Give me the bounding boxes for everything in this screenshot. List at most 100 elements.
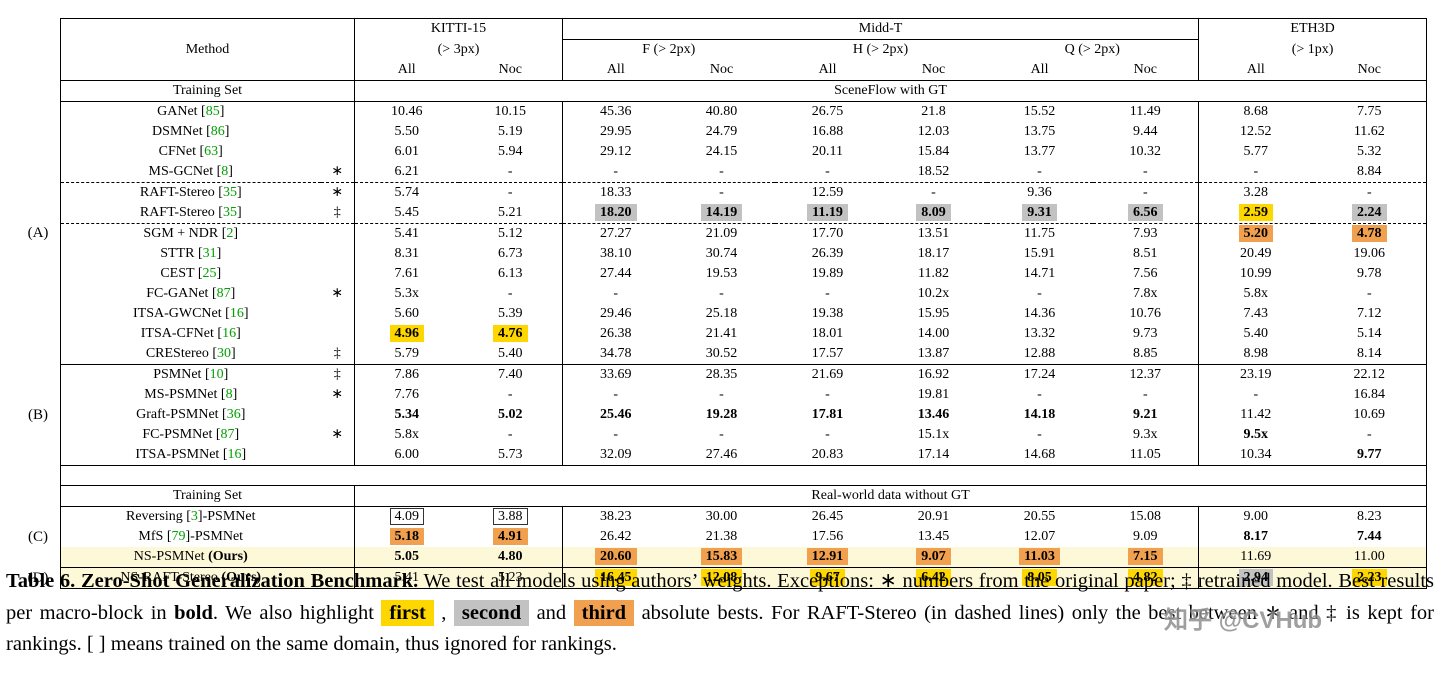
value-cell: 10.34	[1198, 445, 1313, 466]
value-cell: 14.68	[1023, 447, 1056, 462]
bold-value: 9.77	[1357, 447, 1382, 462]
value-cell: 9.3x	[1133, 427, 1158, 442]
group-label: (C)	[28, 529, 48, 545]
value-cell: 2.24	[1312, 203, 1427, 224]
citation: 25	[202, 266, 217, 281]
value-cell: 10.69	[1353, 407, 1386, 422]
method-cell: Reversing [3]-PSMNet	[125, 509, 256, 524]
value-cell: 9.36	[986, 182, 1093, 203]
value-cell: 5.05	[354, 547, 459, 568]
citation: 87	[216, 286, 231, 301]
value-cell: 14.19	[668, 203, 775, 224]
value-cell: 5.40	[1198, 324, 1313, 344]
highlight-chip: 2.23	[1352, 569, 1387, 586]
value-cell: 18.52	[917, 164, 950, 179]
value-cell: 9.44	[1133, 124, 1158, 139]
value-cell: 20.83	[811, 447, 844, 462]
method-cell: ITSA-PSMNet [16]	[135, 447, 247, 462]
value-cell: 22.12	[1312, 364, 1427, 385]
citation: 31	[202, 246, 217, 261]
citation: 8	[221, 164, 229, 179]
highlight-chip: 6.56	[1128, 204, 1163, 221]
value-cell: 8.84	[1357, 164, 1382, 179]
value-cell: 5.41	[354, 223, 459, 244]
value-cell: 20.60	[562, 547, 669, 568]
column-subheader: Q (> 2px)	[986, 39, 1199, 60]
value-cell: 27.46	[705, 447, 738, 462]
value-cell: 5.77	[1198, 142, 1313, 162]
marker-cell	[321, 527, 355, 547]
value-cell: 18.33	[562, 182, 669, 203]
value-cell: 7.76	[354, 385, 459, 405]
citation: 35	[222, 185, 237, 200]
value-cell: 21.38	[705, 529, 738, 544]
value-cell: 10.32	[1129, 144, 1162, 159]
value-cell: 5.50	[354, 122, 459, 142]
value-cell: 13.45	[917, 529, 950, 544]
highlight-chip: 4.82	[1128, 569, 1163, 586]
value-cell: 18.20	[562, 203, 669, 224]
value-cell: 15.83	[668, 547, 775, 568]
citation: 16	[227, 447, 242, 462]
method-cell: NS-PSMNet (Ours)	[60, 547, 321, 568]
marker-cell	[321, 324, 355, 344]
table-row: MfS [79]-PSMNet 5.18 4.91 26.42 21.38 17.56 13…	[61, 527, 1427, 547]
column-header: All	[774, 60, 881, 81]
table-row: CFNet [63] 6.01 5.94 29.12 24.15 20.11 15.84 13…	[61, 142, 1427, 162]
table-row: Reversing [3]-PSMNet 4.09 3.88 38.23 30.00 26…	[61, 506, 1427, 527]
value-cell: -	[507, 387, 513, 402]
value-cell: 20.91	[917, 509, 950, 524]
method-cell: RAFT-Stereo [35]	[60, 203, 321, 224]
method-cell: ITSA-GWCNet [16]	[133, 306, 249, 321]
value-cell: 11.05	[1129, 447, 1161, 462]
value-cell: 19.38	[811, 306, 844, 321]
value-cell: 5.32	[1357, 144, 1382, 159]
group-label: (D)	[27, 569, 49, 586]
results-table: KITTI-15 Midd-T ETH3D Method (> 3px) F (> 2px…	[60, 18, 1428, 589]
column-header: All	[986, 60, 1093, 81]
value-cell: 10.76	[1129, 306, 1162, 321]
method-cell: CREStereo [30]	[145, 346, 236, 361]
column-subheader: (> 1px)	[1198, 39, 1427, 60]
value-cell: 4.09	[354, 506, 459, 527]
marker-cell: ‡	[320, 203, 355, 224]
value-cell: 2.23	[1312, 567, 1427, 589]
value-cell: 7.93	[1133, 226, 1158, 241]
value-cell: 6.01	[354, 142, 459, 162]
value-cell: 8.68	[1198, 101, 1313, 122]
marker-cell: ‡	[320, 364, 355, 385]
value-cell: 17.70	[811, 226, 844, 241]
value-cell: -	[668, 182, 775, 203]
marker-cell	[321, 142, 355, 162]
value-cell: 21.41	[705, 326, 738, 341]
value-cell: 17.56	[811, 529, 844, 544]
value-cell: 28.35	[668, 364, 775, 385]
table-row: ITSA-PSMNet [16] 6.00 5.73 32.09 27.46 20.83 1…	[61, 445, 1427, 466]
highlight-chip: 2.59	[1238, 204, 1274, 221]
value-cell: 16.88	[811, 124, 844, 139]
value-cell: 8.85	[1133, 346, 1158, 361]
value-cell: -	[719, 164, 724, 179]
value-cell: -	[1198, 385, 1313, 405]
value-cell: 33.69	[562, 364, 669, 385]
value-cell: 30.52	[705, 346, 738, 361]
value-cell: 5.19	[498, 124, 523, 139]
value-cell: 3.28	[1198, 182, 1313, 203]
value-cell: -	[562, 284, 669, 304]
value-cell: 7.43	[1198, 304, 1313, 324]
value-cell: 25.46	[562, 405, 669, 425]
value-cell: 20.55	[1023, 509, 1056, 524]
value-cell: 18.17	[917, 246, 950, 261]
value-cell: 9.21	[1093, 405, 1199, 425]
value-cell: 11.19	[774, 203, 881, 224]
value-cell: 10.46	[354, 101, 459, 122]
value-cell: 15.08	[1129, 509, 1162, 524]
bold-value: 8.17	[1243, 529, 1269, 544]
table-row: ITSA-CFNet [16] 4.96 4.76 26.38 21.41 18.01 14…	[61, 324, 1427, 344]
value-cell: 14.18	[987, 405, 1093, 425]
value-cell: 40.80	[705, 104, 738, 119]
value-cell: 2.59	[1198, 203, 1313, 224]
value-cell: 17.24	[986, 364, 1093, 385]
highlight-chip: 8.05	[1022, 569, 1057, 586]
value-cell: 9.73	[1133, 326, 1158, 341]
